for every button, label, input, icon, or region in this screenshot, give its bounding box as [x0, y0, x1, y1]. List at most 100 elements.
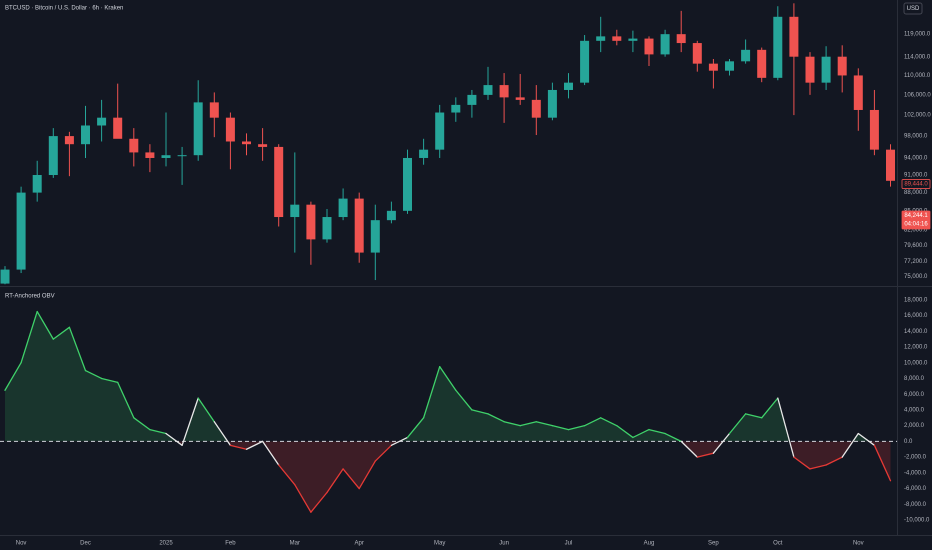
candle-body	[177, 155, 187, 157]
candle-body	[354, 198, 364, 253]
candle-body	[821, 56, 831, 83]
x-tick-label: Mar	[290, 541, 300, 547]
y-tick-label: 10,000.0	[904, 360, 928, 366]
y-tick-label: 98,000.0	[904, 134, 928, 140]
obv-segment	[519, 421, 537, 427]
y-tick-label: -2,000.0	[904, 455, 927, 461]
candle-body	[644, 38, 654, 55]
obv-segment	[20, 310, 38, 364]
candle-body	[757, 49, 767, 78]
y-tick-label: 18,000.0	[904, 297, 928, 303]
obv-segment	[229, 444, 248, 450]
candle-body	[547, 89, 557, 118]
obv-segment	[600, 417, 618, 427]
candle-body	[338, 198, 348, 218]
indicator-title: RT-Anchored OBV	[5, 294, 55, 300]
candle-body	[48, 136, 58, 176]
obv-segment	[712, 432, 731, 454]
obv-segment	[326, 468, 344, 494]
candle-body	[306, 204, 316, 240]
candle-body	[467, 94, 477, 105]
y-tick-label: 8,000.0	[904, 376, 925, 382]
obv-segment	[648, 428, 666, 435]
obv-segment	[4, 362, 22, 391]
x-tick-label: Nov	[16, 541, 27, 547]
currency-label[interactable]: USD	[907, 6, 920, 12]
obv-segment	[535, 421, 554, 427]
x-tick-label: Nov	[853, 541, 864, 547]
y-tick-label: 12,000.0	[904, 345, 928, 351]
candle-body	[435, 112, 445, 150]
obv-segment	[632, 428, 650, 439]
y-tick-label: 4,000.0	[904, 408, 925, 414]
candle-body	[290, 204, 300, 218]
candle-body	[97, 117, 107, 126]
y-tick-label: 114,000.0	[904, 54, 931, 60]
obv-segment	[551, 425, 570, 431]
y-tick-label: 94,000.0	[904, 156, 928, 162]
obv-segment	[761, 397, 779, 419]
y-tick-label: -6,000.0	[904, 486, 927, 492]
candle-body	[886, 149, 895, 181]
x-tick-label: Apr	[355, 541, 364, 547]
obv-segment	[696, 452, 715, 458]
y-tick-label: 119,000.0	[904, 32, 931, 38]
obv-segment	[471, 409, 489, 415]
y-tick-label: 102,000.0	[904, 113, 931, 119]
y-tick-label: 2,000.0	[904, 423, 925, 429]
currency-button[interactable]	[903, 2, 923, 15]
price-label: 84,244.1	[904, 213, 928, 219]
obv-segment	[197, 397, 215, 423]
obv-segment	[310, 491, 328, 513]
candle-body	[483, 85, 493, 95]
obv-segment	[777, 397, 795, 458]
candle-body	[242, 141, 251, 145]
obv-segment	[278, 464, 296, 486]
candle-body	[370, 220, 380, 253]
candle-body	[145, 152, 155, 158]
candle-body	[869, 109, 879, 150]
y-tick-label: 14,000.0	[904, 329, 928, 335]
obv-segment	[680, 440, 698, 458]
candle-body	[113, 117, 123, 139]
obv-segment	[294, 484, 312, 513]
candle-body	[451, 104, 461, 113]
candle-body	[580, 40, 590, 83]
obv-segment	[342, 468, 360, 490]
obv-segment	[374, 444, 393, 462]
candle-body	[773, 16, 783, 78]
obv-segment	[825, 456, 843, 466]
obv-segment	[616, 425, 634, 439]
obv-segment	[583, 417, 602, 427]
obv-segment	[68, 326, 87, 372]
x-tick-label: Jul	[565, 541, 573, 547]
price-label: 89,444.0	[904, 182, 928, 188]
y-tick-label: 82,000.0	[904, 227, 928, 233]
obv-segment	[567, 425, 586, 431]
x-tick-label: Dec	[80, 541, 91, 547]
obv-segment	[664, 432, 682, 443]
candle-body	[161, 155, 171, 158]
y-tick-label: 110,000.0	[904, 73, 931, 79]
candle-body	[564, 82, 573, 90]
candle-body	[16, 192, 26, 270]
obv-segment	[133, 417, 151, 431]
y-tick-label: -4,000.0	[904, 470, 927, 476]
candle-body	[419, 149, 429, 158]
obv-segment	[873, 444, 892, 482]
candle-body	[676, 34, 686, 44]
obv-segment	[100, 377, 119, 384]
chart-title: BTCUSD · Bitcoin / U.S. Dollar · 6h · Kr…	[5, 6, 123, 12]
y-tick-label: 88,000.0	[904, 190, 928, 196]
candle-body	[274, 146, 284, 218]
candle-body	[531, 99, 541, 118]
candle-body	[403, 157, 412, 211]
obv-segment	[744, 413, 763, 419]
candle-body	[32, 175, 42, 193]
candle-body	[596, 36, 606, 41]
candle-body	[853, 75, 863, 110]
obv-segment	[165, 432, 183, 446]
price-label-box	[901, 210, 931, 230]
x-tick-label: Jun	[499, 541, 509, 547]
